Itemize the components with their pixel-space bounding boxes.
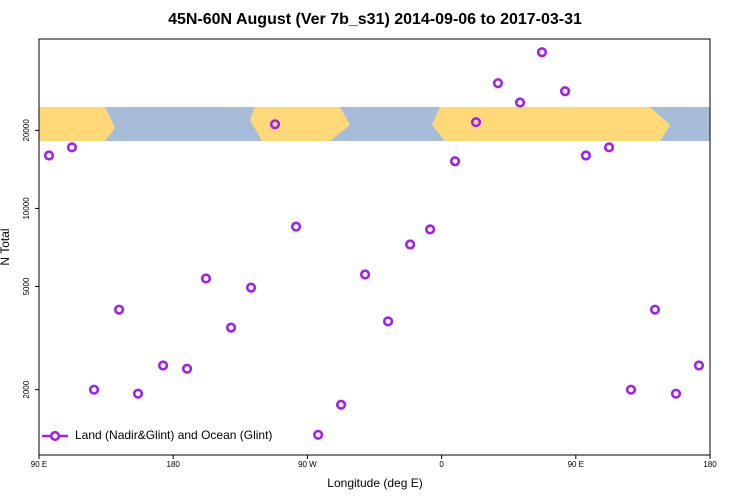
point	[559, 86, 571, 97]
point	[670, 388, 682, 399]
legend-marker	[49, 430, 61, 442]
y-axis-label: N Total	[0, 228, 12, 265]
point	[649, 304, 661, 315]
y-tick-label: 20000	[22, 119, 31, 142]
point	[693, 360, 705, 371]
point	[425, 224, 436, 235]
plot-frame	[38, 38, 711, 456]
x-tick-label: 180	[167, 460, 181, 469]
point	[603, 142, 615, 153]
y-tick-label: 10000	[22, 197, 31, 220]
legend-label: Land (Nadir&Glint) and Ocean (Glint)	[75, 428, 272, 442]
x-axis-label: Longitude (deg E)	[327, 476, 422, 490]
point	[43, 150, 55, 161]
point	[335, 399, 347, 410]
point	[290, 221, 302, 232]
point	[536, 47, 548, 58]
x-tick-label: 0	[439, 460, 444, 469]
point	[382, 316, 394, 327]
point	[269, 119, 281, 130]
x-tick-label: 90 E	[31, 460, 47, 469]
point	[200, 273, 212, 284]
point	[470, 117, 482, 128]
point	[625, 384, 637, 395]
point	[132, 388, 144, 399]
point	[113, 304, 125, 315]
map-band	[39, 107, 710, 141]
y-tick-label: 2000	[22, 380, 31, 398]
point	[88, 384, 100, 395]
y-tick-label: 5000	[22, 277, 31, 295]
point	[405, 239, 416, 250]
point	[157, 360, 169, 371]
point	[66, 142, 78, 153]
x-tick-label: 90 W	[298, 460, 317, 469]
point	[580, 150, 592, 161]
point	[313, 429, 324, 440]
x-tick-label: 90 E	[568, 460, 584, 469]
point	[245, 282, 257, 293]
point	[514, 97, 526, 108]
point	[492, 78, 504, 89]
point	[225, 322, 237, 333]
chart-title: 45N-60N August (Ver 7b_s31) 2014-09-06 t…	[168, 11, 582, 28]
x-tick-label: 180	[703, 460, 717, 469]
point	[181, 363, 193, 374]
point	[360, 269, 371, 280]
point	[449, 156, 461, 167]
